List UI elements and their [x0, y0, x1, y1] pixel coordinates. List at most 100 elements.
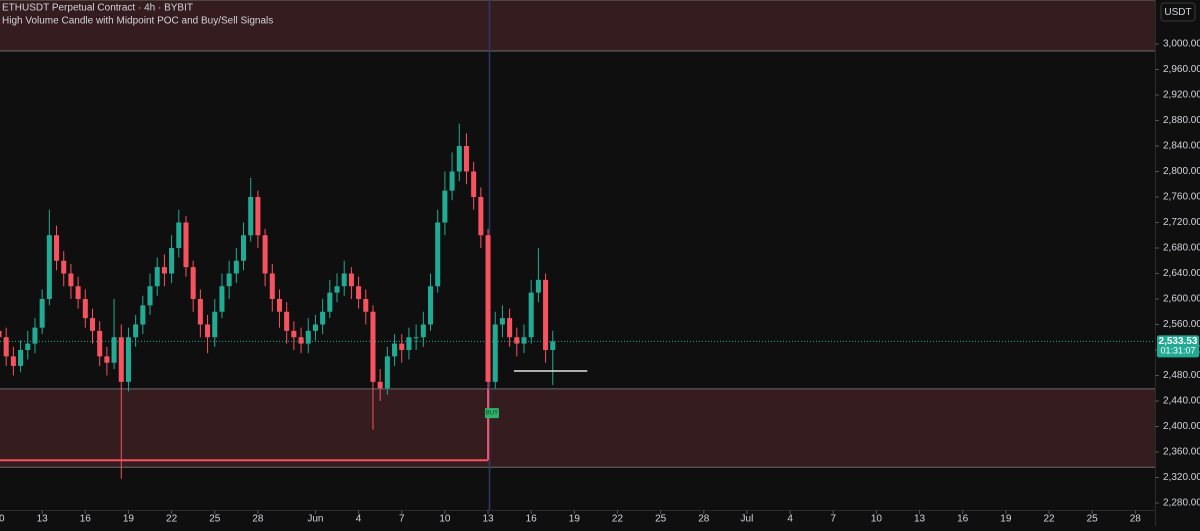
candle-body — [435, 222, 441, 287]
last-price-box — [1157, 335, 1199, 358]
x-tick-label: 22 — [166, 514, 178, 525]
candle-body — [543, 279, 549, 350]
candle-body — [255, 196, 261, 236]
x-tick-label: 7 — [399, 514, 405, 525]
x-tick-label: 19 — [569, 514, 581, 525]
x-tick-label: 19 — [1000, 514, 1012, 525]
candle-body — [276, 298, 282, 312]
x-tick-label: Jun — [307, 514, 323, 525]
buy-signal — [484, 408, 499, 419]
candle-body — [320, 311, 326, 325]
candle-body — [406, 337, 412, 350]
candle-body — [125, 337, 131, 382]
candle-body — [485, 235, 491, 382]
candle-body — [478, 196, 484, 236]
x-tick-label: 22 — [1043, 514, 1055, 525]
x-tick-label: 16 — [80, 514, 92, 525]
x-tick-label: 13 — [914, 514, 926, 525]
candle-body — [514, 337, 520, 344]
candle-body — [104, 356, 110, 363]
chart-subtitle: High Volume Candle with Midpoint POC and… — [2, 16, 273, 27]
candle-body — [298, 337, 304, 344]
y-tick-label: 2,880.00 — [1163, 115, 1200, 126]
candle-body — [471, 171, 477, 197]
plot-area: BUY — [0, 0, 1155, 510]
y-tick-label: 3,000.00 — [1163, 39, 1200, 50]
candle-body — [183, 222, 189, 268]
candle-body — [269, 273, 275, 299]
y-tick-label: 2,800.00 — [1163, 166, 1200, 177]
candle-body — [248, 196, 254, 236]
candle-body — [528, 292, 534, 338]
candle-body — [212, 311, 218, 338]
candle-body — [89, 318, 96, 331]
candle-body — [233, 260, 239, 274]
last-price-label: 2,533.53 — [1159, 336, 1198, 347]
candle-body — [392, 343, 398, 357]
candle-body — [75, 286, 81, 299]
candle-body — [241, 235, 247, 261]
candle-body — [449, 171, 455, 191]
x-tick-label: 4 — [787, 514, 793, 525]
candle-body — [169, 247, 175, 274]
candle-body — [176, 222, 182, 248]
candle-body — [46, 235, 52, 299]
x-tick-label: 25 — [655, 514, 667, 525]
zone — [0, 388, 1155, 468]
candle-body — [3, 337, 9, 357]
buy-signal-label: BUY — [486, 411, 498, 417]
x-tick-label: 28 — [252, 514, 264, 525]
y-tick-label: 2,440.00 — [1163, 396, 1200, 407]
x-tick-label: 10 — [871, 514, 883, 525]
candle-body — [154, 267, 160, 287]
candle-body — [219, 286, 225, 312]
x-tick-label: 28 — [698, 514, 710, 525]
candle-body — [399, 343, 405, 350]
y-tick-label: 2,360.00 — [1163, 447, 1200, 458]
candle-body — [356, 286, 362, 299]
candle-body — [97, 330, 103, 357]
candle-body — [197, 298, 203, 325]
candle-body — [82, 298, 88, 319]
candle-body — [61, 260, 67, 274]
candle-body — [262, 235, 268, 274]
candle-body — [521, 337, 527, 344]
candle-body — [363, 298, 369, 312]
x-tick-label: 4 — [356, 514, 362, 525]
y-tick-label: 2,720.00 — [1163, 217, 1200, 228]
candle-body — [507, 318, 513, 338]
candle-body — [118, 337, 124, 382]
x-tick-label: 22 — [612, 514, 624, 525]
x-tick-label: 16 — [526, 514, 538, 525]
candle-body — [133, 324, 139, 338]
zone — [0, 0, 1155, 51]
candle-body — [341, 273, 347, 287]
candle-body — [492, 324, 498, 382]
candle-body — [0, 330, 2, 338]
candle-body — [39, 298, 45, 328]
y-tick-label: 2,280.00 — [1163, 498, 1200, 509]
currency-label[interactable]: USDT — [1164, 7, 1191, 18]
x-tick-label: 7 — [830, 514, 836, 525]
candle-body — [499, 318, 505, 325]
candle-body — [111, 337, 117, 363]
candle-body — [18, 349, 24, 366]
candle-body — [420, 324, 426, 338]
y-tick-label: 2,640.00 — [1163, 268, 1200, 279]
currency-button[interactable] — [1160, 2, 1196, 22]
y-tick-label: 2,560.00 — [1163, 319, 1200, 330]
candle-body — [10, 356, 16, 366]
candle-body — [348, 273, 354, 287]
y-tick-label: 2,960.00 — [1163, 64, 1200, 75]
candle-body — [284, 311, 290, 331]
candle-body — [427, 286, 434, 325]
y-tick-label: 2,920.00 — [1163, 90, 1200, 101]
y-tick-label: 2,680.00 — [1163, 243, 1200, 254]
candle-body — [25, 343, 31, 350]
y-tick-label: 2,400.00 — [1163, 421, 1200, 432]
candle-body — [550, 341, 556, 350]
x-tick-label: 10 — [0, 514, 5, 525]
candle-body — [535, 279, 541, 293]
